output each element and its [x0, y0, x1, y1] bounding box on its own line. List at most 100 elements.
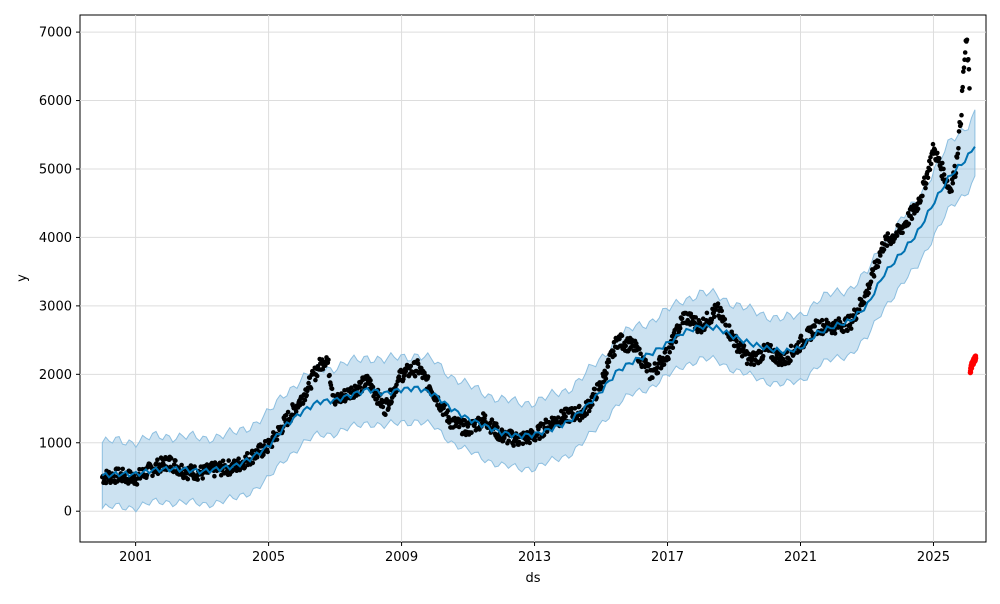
- y-tick-label: 0: [64, 505, 72, 520]
- observed-point: [349, 385, 354, 391]
- observed-point: [868, 279, 874, 285]
- observed-point: [380, 404, 386, 410]
- observed-point: [494, 421, 499, 427]
- axes: 2001 2005 2009 2013 2017 2021 2025 0 1000 2000 300…: [39, 26, 950, 565]
- observed-point: [695, 327, 701, 333]
- observed-point: [394, 382, 399, 388]
- observed-point: [592, 386, 598, 392]
- y-tick-label: 4000: [39, 231, 72, 246]
- observed-point: [819, 317, 825, 323]
- observed-point: [955, 151, 961, 157]
- observed-point: [925, 175, 931, 181]
- observed-point: [928, 155, 933, 160]
- observed-point: [527, 440, 532, 446]
- observed-point: [768, 343, 773, 348]
- observed-point: [308, 386, 314, 391]
- uncertainty-band-area: [101, 109, 976, 513]
- observed-point: [300, 401, 306, 406]
- observed-point: [120, 466, 125, 472]
- observed-point: [655, 370, 661, 376]
- observed-point: [941, 166, 946, 172]
- observed-point: [314, 373, 320, 379]
- x-tick-label: 2005: [252, 550, 285, 565]
- observed-point: [927, 167, 933, 173]
- observed-point: [751, 362, 757, 368]
- observed-point: [832, 331, 838, 336]
- observed-point: [544, 429, 550, 434]
- observed-point: [168, 455, 174, 461]
- observed-point: [952, 163, 957, 169]
- observed-point: [966, 67, 972, 72]
- observed-point: [173, 458, 178, 463]
- y-axis-label: y: [15, 274, 30, 282]
- observed-point: [836, 316, 842, 321]
- observed-point: [760, 353, 766, 359]
- observed-point: [487, 420, 493, 426]
- observed-point: [368, 378, 373, 383]
- observed-point: [599, 384, 604, 390]
- observed-point: [103, 480, 109, 486]
- observed-point: [499, 427, 505, 433]
- observed-point: [386, 406, 391, 411]
- observed-point: [673, 339, 679, 345]
- observed-point: [606, 359, 612, 365]
- observed-point: [634, 341, 639, 346]
- observed-point: [637, 346, 642, 352]
- y-tick-label: 6000: [39, 94, 72, 109]
- observed-point: [304, 393, 310, 398]
- observed-point: [959, 88, 965, 94]
- grid: [80, 15, 986, 542]
- plot-area: [79, 14, 987, 543]
- x-tick-label: 2009: [385, 550, 418, 565]
- observed-point: [964, 37, 970, 43]
- observed-point: [655, 365, 660, 370]
- observed-point: [555, 415, 561, 420]
- observed-point: [408, 363, 414, 369]
- highlight-points: [967, 353, 979, 376]
- observed-point: [604, 371, 609, 376]
- observed-point: [425, 374, 431, 379]
- observed-point: [195, 477, 200, 482]
- observed-point: [881, 247, 887, 252]
- observed-point: [712, 314, 717, 320]
- observed-point: [383, 412, 388, 418]
- observed-point: [506, 438, 512, 444]
- observed-point: [462, 418, 468, 423]
- observed-point: [577, 403, 582, 409]
- uncertainty-band: [101, 109, 976, 513]
- observed-point: [941, 172, 947, 177]
- observed-point: [798, 333, 804, 339]
- observed-point: [516, 439, 522, 445]
- observed-point: [650, 375, 655, 381]
- observed-point: [274, 437, 280, 442]
- x-tick-label: 2001: [119, 550, 152, 565]
- observed-point: [956, 146, 961, 151]
- observed-point: [797, 348, 803, 354]
- observed-point: [928, 161, 934, 167]
- observed-point: [670, 345, 676, 351]
- observed-point: [950, 180, 956, 186]
- observed-point: [666, 356, 671, 362]
- observed-point: [722, 317, 728, 322]
- observed-point: [389, 399, 394, 405]
- observed-point: [744, 361, 750, 367]
- observed-point: [482, 413, 488, 418]
- observed-point: [961, 65, 967, 70]
- observed-point: [644, 369, 650, 374]
- observed-point: [647, 362, 652, 368]
- observed-point: [959, 112, 964, 118]
- observed-point: [511, 443, 516, 448]
- observed-point: [469, 430, 474, 435]
- observed-point: [949, 188, 954, 194]
- observed-point: [357, 385, 363, 390]
- observed-point: [302, 397, 308, 403]
- observed-point: [250, 460, 256, 466]
- observed-point: [848, 326, 854, 331]
- observed-point: [796, 340, 801, 345]
- observed-point: [242, 465, 248, 470]
- observed-point: [894, 233, 900, 238]
- observed-point: [962, 50, 968, 55]
- observed-point: [285, 409, 291, 415]
- observed-point: [313, 377, 318, 383]
